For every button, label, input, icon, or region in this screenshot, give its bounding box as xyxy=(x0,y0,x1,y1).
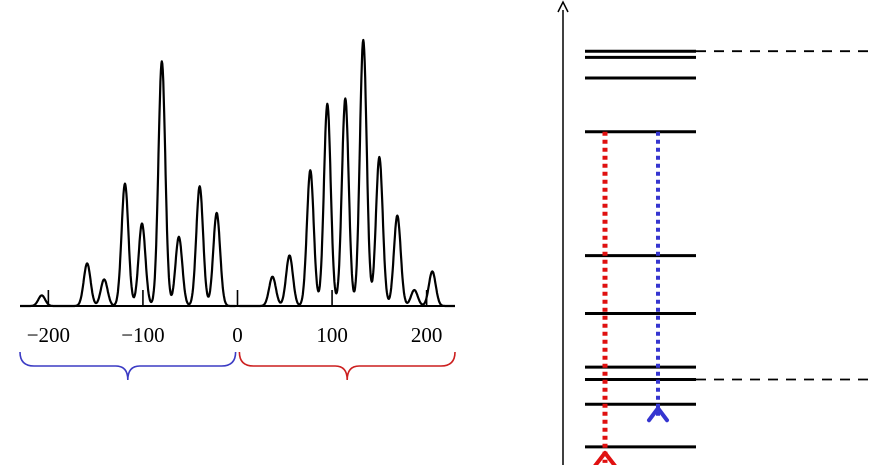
red-transition-arrowhead xyxy=(593,450,617,465)
negative-range-bracket xyxy=(19,351,237,381)
spectrum-chart: −200 −100 0 100 200 xyxy=(19,38,456,347)
range-brackets xyxy=(19,351,456,381)
x-tick-label: 0 xyxy=(232,323,243,347)
spectrum-curve xyxy=(19,38,456,308)
dashed-levels xyxy=(696,50,876,381)
x-tick-label: −200 xyxy=(27,323,70,347)
x-tick-label: 200 xyxy=(411,323,443,347)
x-tick-label: −100 xyxy=(121,323,164,347)
transitions xyxy=(593,131,669,465)
positive-range-bracket xyxy=(238,351,456,381)
blue-transition-arrowhead xyxy=(647,406,669,423)
energy-level-diagram xyxy=(557,0,876,465)
energy-axis-arrowhead xyxy=(557,0,569,13)
tick-labels: −200 −100 0 100 200 xyxy=(27,323,443,347)
x-tick-label: 100 xyxy=(316,323,348,347)
energy-levels xyxy=(585,49,696,449)
tick-marks xyxy=(47,290,428,306)
